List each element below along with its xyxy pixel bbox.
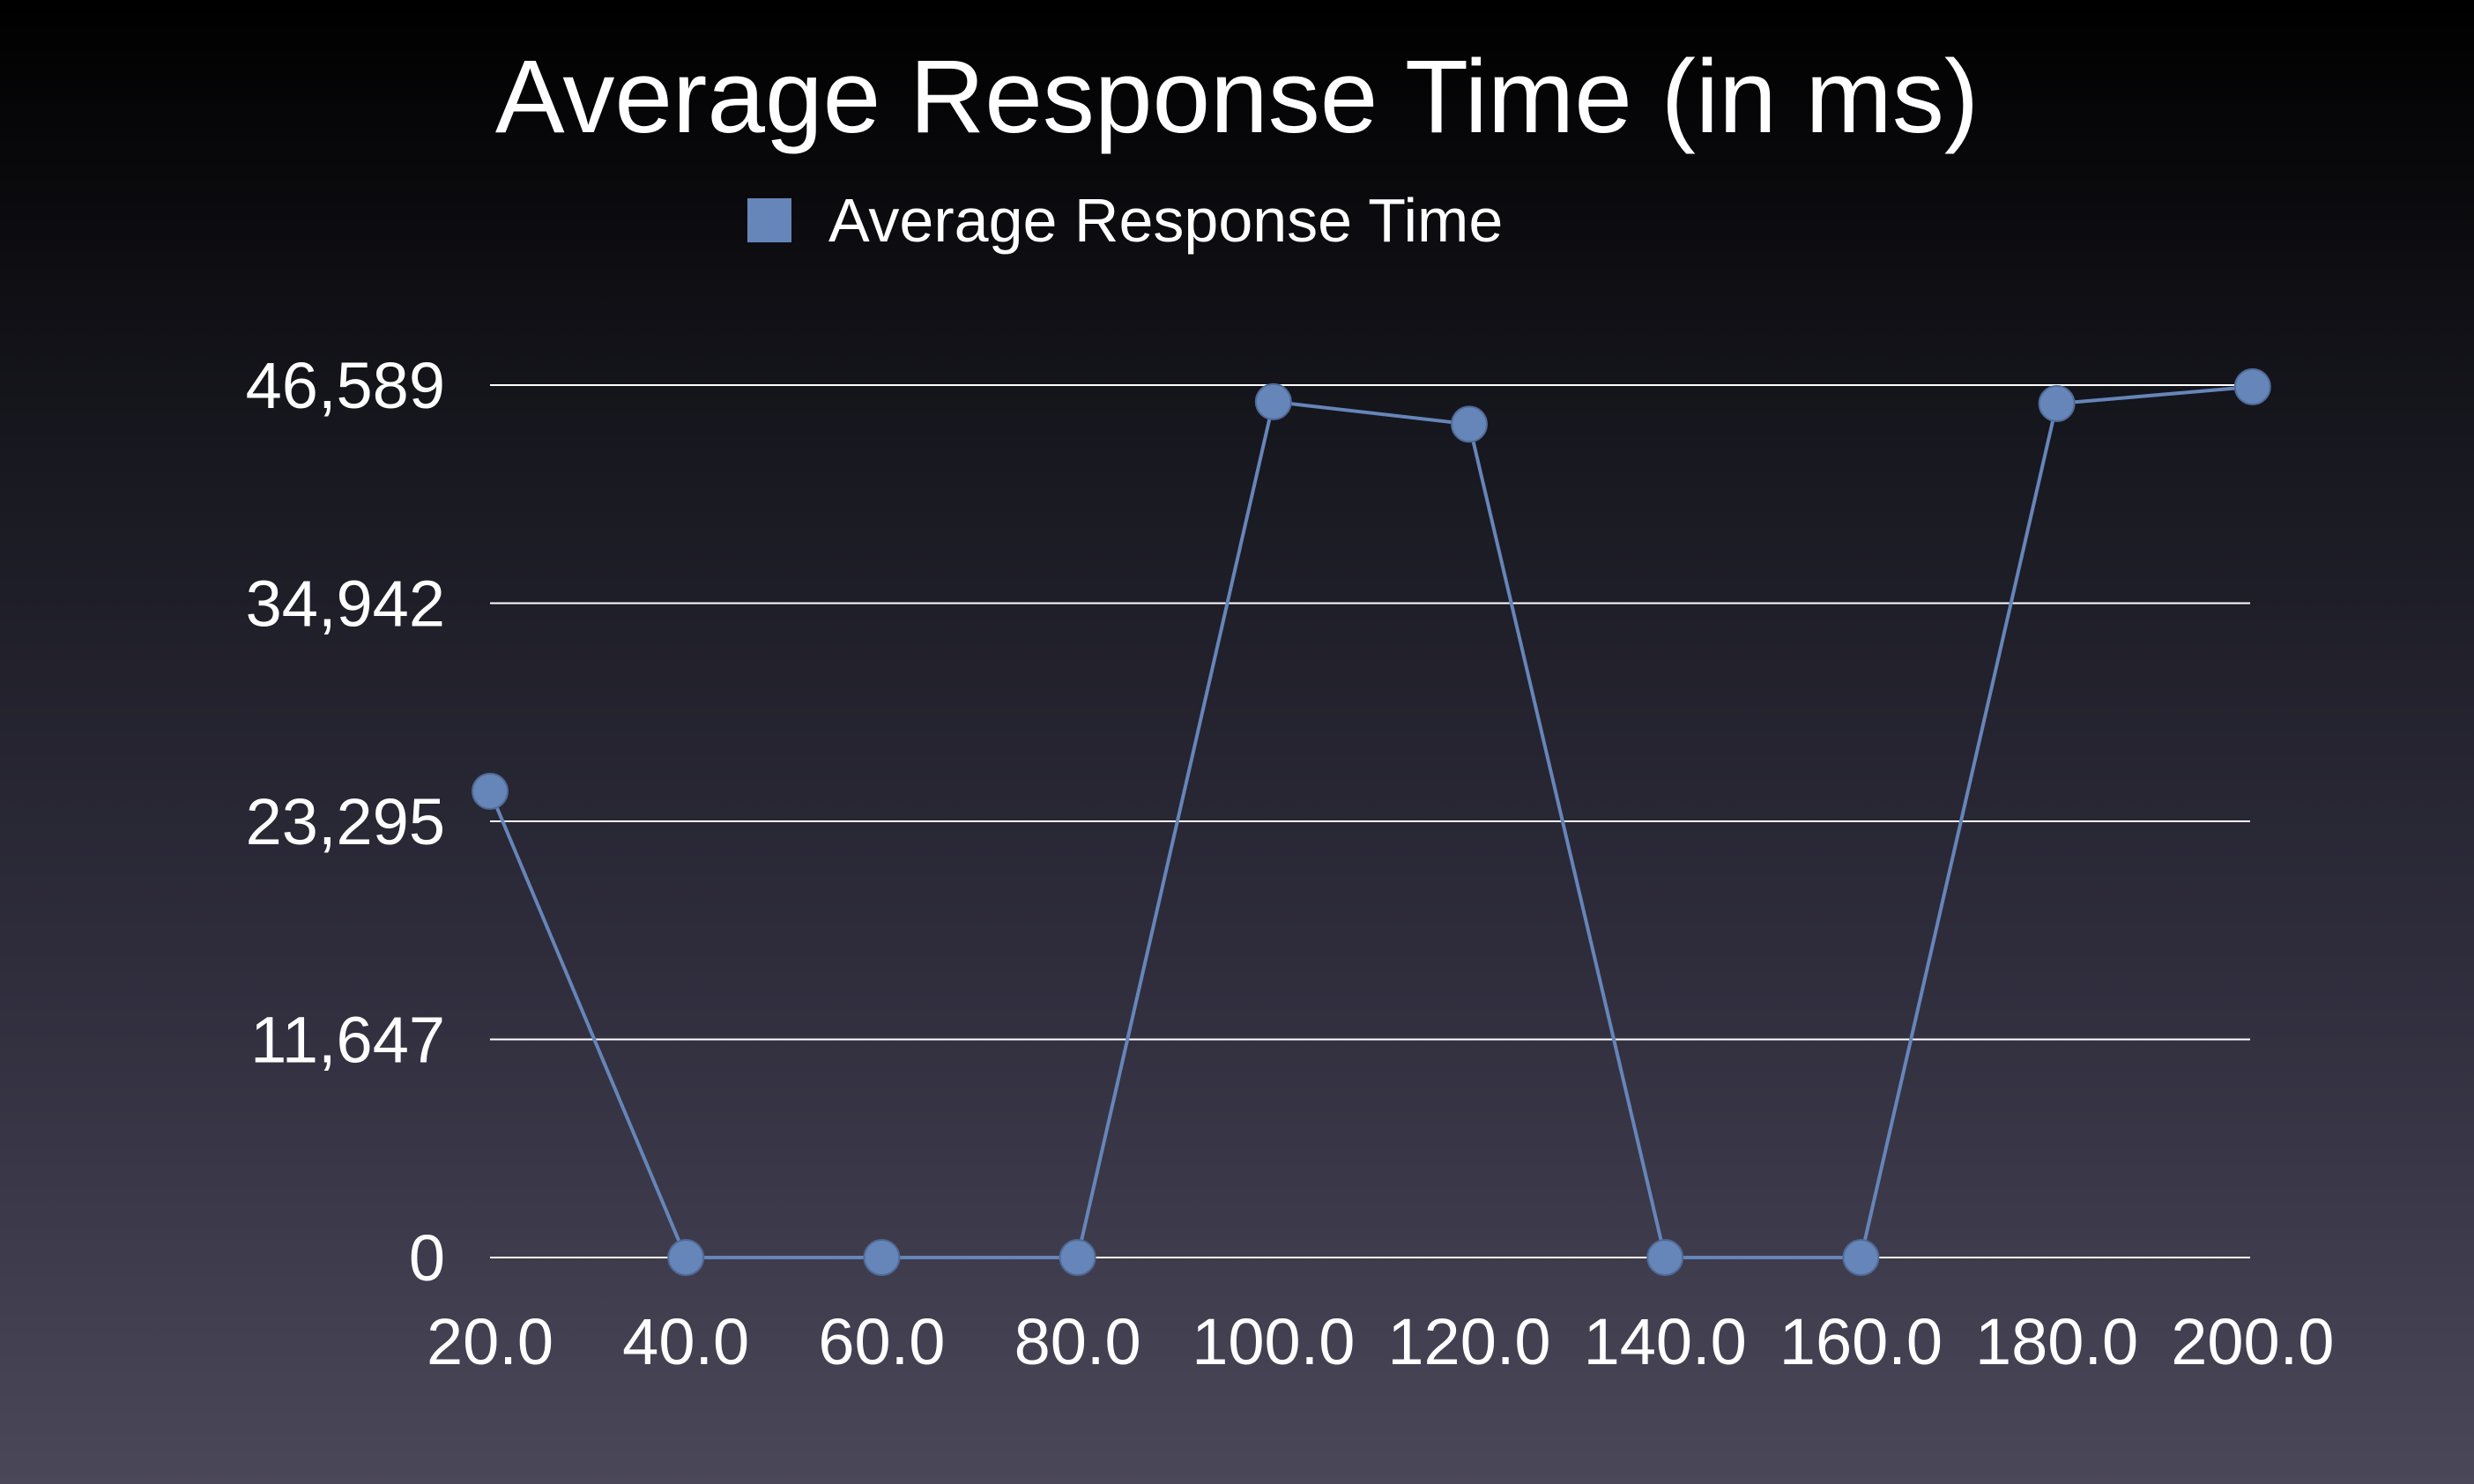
y-tick-label: 11,647 xyxy=(250,1004,445,1077)
x-tick-label: 180.0 xyxy=(1975,1305,2138,1378)
y-tick-label: 46,589 xyxy=(246,349,445,422)
x-tick-label: 200.0 xyxy=(2171,1305,2334,1378)
y-tick-label: 23,295 xyxy=(246,785,445,858)
chart-legend: Average Response Time xyxy=(747,181,1503,260)
data-point xyxy=(863,1239,901,1276)
data-point xyxy=(1254,382,1292,420)
data-point xyxy=(2038,385,2076,423)
x-tick-label: 40.0 xyxy=(622,1305,749,1378)
series-average-response-time xyxy=(472,367,2271,1276)
x-tick-label: 100.0 xyxy=(1192,1305,1355,1378)
series-line xyxy=(488,384,2253,1259)
x-tick-label: 20.0 xyxy=(427,1305,553,1378)
data-point xyxy=(472,772,509,810)
chart-title: Average Response Time (in ms) xyxy=(494,39,1980,155)
x-tick-label: 140.0 xyxy=(1584,1305,1747,1378)
x-tick-label: 80.0 xyxy=(1014,1305,1141,1378)
data-point xyxy=(667,1239,705,1276)
data-point xyxy=(1059,1239,1096,1276)
data-point xyxy=(1451,405,1488,443)
data-point xyxy=(2233,367,2271,405)
legend-label: Average Response Time xyxy=(828,186,1504,255)
gridlines xyxy=(490,384,2250,1258)
data-point xyxy=(1842,1239,1880,1276)
y-tick-label: 34,942 xyxy=(246,567,445,640)
y-axis-ticks: 0 11,647 23,295 34,942 46,589 xyxy=(246,349,445,1295)
data-point xyxy=(1646,1239,1684,1276)
x-tick-label: 160.0 xyxy=(1779,1305,1943,1378)
x-tick-label: 120.0 xyxy=(1387,1305,1550,1378)
legend-swatch xyxy=(747,198,791,242)
x-axis-ticks: 20.0 40.0 60.0 80.0 100.0 120.0 140.0 160.0 180.… xyxy=(427,1305,2334,1378)
y-tick-label: 0 xyxy=(409,1221,445,1295)
x-tick-label: 60.0 xyxy=(818,1305,945,1378)
